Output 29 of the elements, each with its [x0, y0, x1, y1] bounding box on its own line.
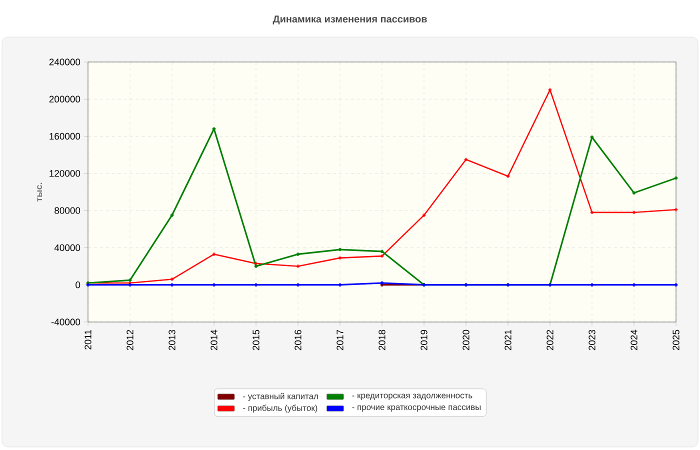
- x-tick-label: 2024: [630, 330, 638, 350]
- legend-label: - прочие краткосрочные пассивы: [352, 405, 481, 412]
- x-tick-label: 2021: [504, 330, 512, 350]
- x-tick-label: 2025: [672, 330, 680, 350]
- x-tick-label: 2015: [252, 330, 260, 350]
- y-tick-label: 120000: [50, 170, 80, 177]
- x-tick-label: 2020: [462, 330, 470, 350]
- x-tick-label: 2014: [210, 330, 218, 350]
- chart-title: Динамика изменения пассивов: [272, 16, 427, 24]
- x-tick-label: 2012: [126, 330, 134, 350]
- y-tick-label: 40000: [54, 244, 80, 252]
- legend-label: - уставный капитал: [243, 392, 318, 401]
- x-tick-label: 2013: [168, 330, 176, 350]
- legend-label: - прибыль (убыток): [243, 404, 318, 413]
- y-tick-label: 0: [76, 282, 80, 288]
- y-tick-label: 200000: [49, 96, 80, 102]
- y-tick-label: 160000: [50, 132, 80, 140]
- y-tick-label: 240000: [49, 58, 80, 66]
- legend-label: - кредиторская задолженность: [352, 394, 472, 400]
- x-tick-label: 2018: [378, 330, 386, 350]
- x-tick-label: 2023: [588, 330, 596, 350]
- x-tick-label: 2016: [294, 330, 302, 350]
- x-tick-label: 2017: [336, 330, 344, 350]
- x-tick-label: 2019: [420, 330, 428, 350]
- y-axis-title: тыс.: [37, 182, 42, 202]
- y-tick-label: -40000: [51, 318, 80, 326]
- x-tick-label: 2011: [84, 330, 92, 350]
- x-tick-label: 2022: [546, 330, 554, 350]
- y-tick-label: 80000: [54, 207, 80, 214]
